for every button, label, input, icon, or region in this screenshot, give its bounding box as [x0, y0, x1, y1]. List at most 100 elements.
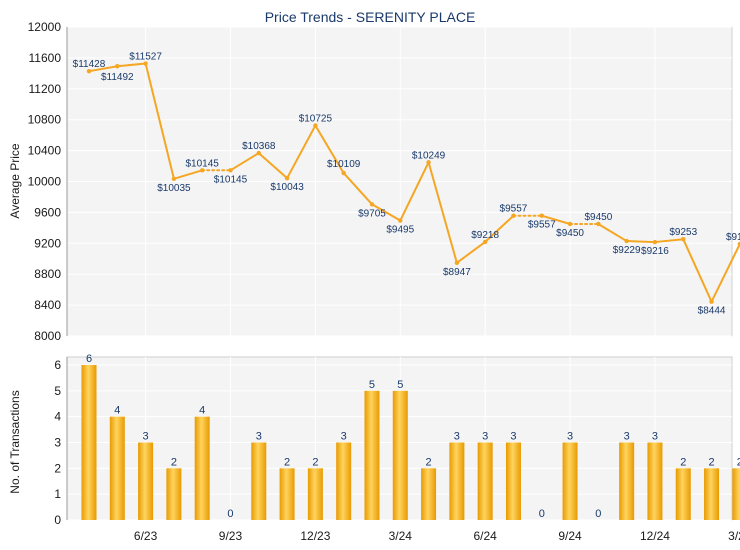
x-tick-label: 9/23: [219, 529, 243, 543]
price-point: [652, 239, 658, 245]
bottom-y-axis-label: No. of Transactions: [8, 390, 22, 493]
bar-value-label: 2: [737, 456, 740, 468]
top-y-tick-label: 10000: [28, 175, 62, 189]
price-line-segment: [710, 242, 740, 303]
bar-value-label: 4: [199, 405, 205, 417]
top-y-tick-label: 11200: [29, 82, 62, 96]
bar-value-label: 3: [454, 431, 460, 443]
bar-value-label: 0: [227, 508, 233, 520]
transaction-bar: [647, 442, 663, 520]
price-line-segment: [455, 240, 487, 264]
bar-value-label: 3: [510, 431, 516, 443]
bottom-y-tick-label: 1: [54, 487, 61, 501]
price-data-label: $10035: [157, 183, 191, 194]
price-data-label: $8444: [698, 306, 726, 317]
price-data-label: $9191: [726, 232, 740, 243]
price-line-segment: [653, 238, 685, 244]
price-point: [511, 213, 516, 218]
price-point: [398, 218, 403, 223]
price-data-label: $9216: [641, 246, 669, 257]
bottom-y-tick-label: 4: [54, 410, 61, 424]
bar-value-label: 2: [680, 456, 686, 468]
x-tick-label: 3/24: [389, 529, 413, 543]
price-data-label: $9557: [500, 204, 528, 215]
bar-value-label: 3: [143, 431, 149, 443]
price-data-label: $11527: [129, 52, 162, 63]
x-tick-label: 12/24: [640, 529, 670, 543]
bar-value-label: 3: [256, 431, 262, 443]
top-y-tick-label: 10800: [28, 113, 62, 127]
top-y-tick-label: 9200: [34, 236, 61, 250]
price-point: [539, 213, 544, 218]
price-line-segment: [427, 161, 458, 264]
bar-value-label: 3: [652, 431, 658, 443]
transaction-bar: [336, 442, 352, 520]
price-point: [256, 150, 261, 156]
price-data-label: $9229: [613, 245, 641, 256]
top-y-tick-label: 8400: [34, 298, 61, 312]
transaction-bar: [421, 468, 437, 520]
transaction-bar: [194, 416, 210, 520]
price-data-label: $10249: [412, 150, 446, 161]
top-y-tick-label: 11600: [29, 51, 62, 65]
price-point: [284, 175, 290, 181]
price-line-segment: [88, 65, 119, 73]
price-point: [624, 238, 629, 244]
price-line-segment: [399, 161, 430, 222]
top-y-tick-label: 8800: [34, 267, 61, 281]
price-point: [313, 123, 318, 128]
transaction-bar: [732, 468, 740, 520]
price-data-label: $10368: [242, 141, 276, 152]
bottom-y-tick-label: 2: [54, 461, 61, 475]
price-line-segment: [484, 214, 515, 243]
bar-value-label: 0: [595, 508, 601, 520]
transaction-bar: [307, 468, 323, 520]
price-point: [567, 221, 573, 227]
bar-value-label: 2: [171, 456, 177, 468]
price-line-segment: [144, 62, 175, 180]
transaction-bar: [138, 442, 154, 520]
price-point: [143, 61, 148, 66]
transaction-bar: [109, 416, 125, 520]
price-line-chart: 8000 8400 8800 9200 9600 10000 10400 10800 11200…: [28, 20, 740, 343]
transaction-bar: [477, 442, 493, 520]
top-y-tick-label: 12000: [28, 20, 62, 34]
bottom-y-tick-label: 3: [54, 436, 61, 450]
price-data-label: $9253: [669, 227, 697, 238]
transaction-bar: [562, 442, 578, 520]
price-point: [482, 239, 488, 245]
price-data-label: $10145: [214, 174, 248, 185]
price-line-segment: [257, 152, 289, 180]
transaction-bar: [449, 442, 465, 520]
bar-value-label: 3: [482, 431, 488, 443]
top-y-tick-label: 10400: [28, 144, 62, 158]
price-data-label: $11428: [73, 59, 106, 70]
bar-value-label: 5: [369, 379, 375, 391]
price-line-segment: [314, 124, 345, 175]
price-data-label: $9557: [528, 220, 556, 231]
price-line-segment: [229, 152, 260, 172]
price-data-label: $10725: [299, 113, 333, 124]
price-line-segment: [116, 62, 147, 68]
transaction-bar: [166, 468, 182, 520]
price-line-segment: [286, 124, 317, 180]
bar-value-label: 2: [708, 456, 714, 468]
transaction-bar: [279, 468, 295, 520]
transaction-bar: [251, 442, 267, 520]
bar-value-label: 5: [397, 379, 403, 391]
bar-value-label: 3: [567, 431, 573, 443]
bar-value-label: 4: [114, 405, 120, 417]
price-data-label: $10043: [270, 182, 304, 193]
bar-value-label: 2: [312, 456, 318, 468]
price-data-label: $10109: [327, 159, 361, 170]
top-y-tick-label: 9600: [34, 205, 61, 219]
transaction-bar: [619, 442, 635, 520]
price-line-segment: [172, 169, 204, 180]
transaction-bar: [675, 468, 691, 520]
price-point: [86, 68, 92, 74]
price-point: [737, 241, 740, 247]
bottom-y-tick-label: 0: [54, 513, 61, 527]
price-point: [199, 168, 205, 173]
price-point: [341, 170, 346, 176]
price-point: [228, 168, 233, 173]
